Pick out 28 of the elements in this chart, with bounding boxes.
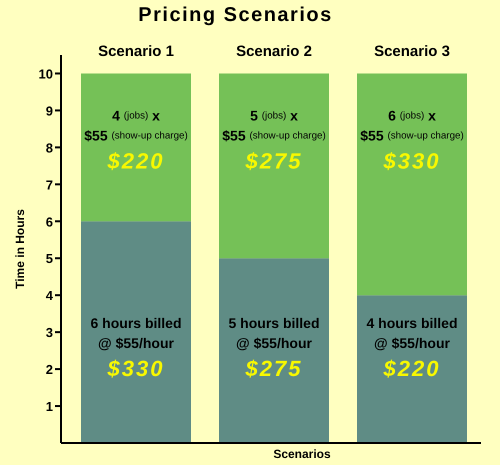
x-tick-label: Scenario 1 — [98, 43, 174, 60]
text: 6 (jobs) x $55 (show-up charge) $330 — [360, 107, 464, 173]
data-label: 6 hours billed @ $55/hour $330 — [90, 315, 182, 380]
y-tick-label: 6 — [46, 214, 53, 229]
y-tick-label: 7 — [46, 176, 53, 192]
data-label: 5 hours billed @ $55/hour $275 — [228, 315, 320, 380]
bar — [219, 73, 329, 258]
y-tick-label: 1 — [46, 398, 53, 414]
y-tick-label: 10 — [38, 66, 53, 81]
bar — [219, 258, 329, 443]
y-tick-label: 9 — [46, 102, 53, 118]
x-tick-label: Scenario 2 — [236, 43, 312, 60]
bar — [81, 73, 191, 222]
text: 5 (jobs) x $55 (show-up charge) $275 — [222, 107, 326, 173]
text: 4 (jobs) x $55 (show-up charge) $220 — [84, 107, 188, 173]
x-axis-title: Scenarios — [273, 447, 331, 461]
data-label: 4 hours billed @ $55/hour $220 — [366, 315, 458, 380]
bar — [81, 221, 191, 443]
y-tick-label: 5 — [46, 250, 53, 266]
bar — [357, 73, 467, 296]
chart-title: Pricing Scenarios — [137, 3, 334, 27]
y-tick-label: 3 — [46, 324, 53, 340]
bar — [357, 295, 467, 443]
y-tick-label: 2 — [46, 362, 53, 377]
y-tick-label: 8 — [46, 140, 53, 155]
y-tick-label: 4 — [46, 288, 54, 303]
y-axis-title: Time in Hours — [13, 208, 27, 289]
x-tick-label: Scenario 3 — [374, 43, 450, 60]
